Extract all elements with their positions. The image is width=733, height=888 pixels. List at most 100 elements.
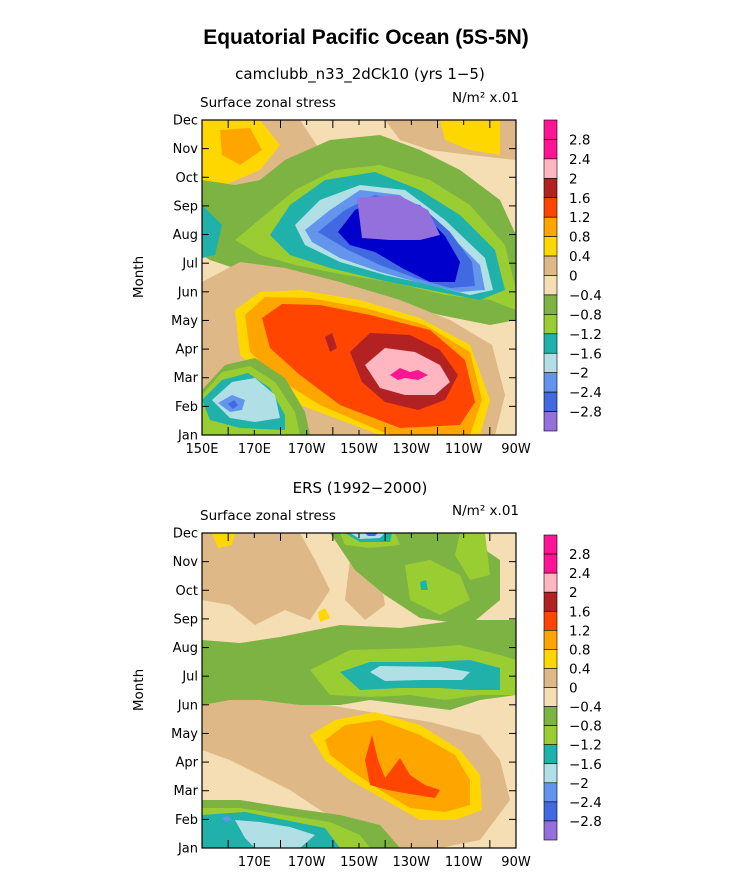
- colorbar-label: 0.4: [569, 661, 590, 677]
- contour-region: [370, 666, 470, 681]
- contour-region: [390, 368, 428, 380]
- colorbar-swatch: [543, 275, 558, 296]
- colorbar-swatch: [543, 610, 558, 631]
- y-tick-label: Apr: [176, 343, 199, 358]
- colorbar-label: −2: [569, 776, 589, 792]
- colorbar-swatch: [543, 668, 558, 688]
- colorbar-swatch: [543, 687, 558, 707]
- colorbar-swatch: [543, 391, 558, 412]
- contour-region: [202, 533, 330, 625]
- contour-region: [365, 533, 378, 536]
- colorbar-swatch: [543, 782, 558, 803]
- x-tick-label: 130W: [392, 855, 430, 870]
- panel-obs-right-label: N/m² x.01: [452, 503, 519, 519]
- colorbar-label: 1.2: [569, 210, 590, 226]
- colorbar-swatch: [543, 763, 558, 784]
- y-tick-label: Apr: [176, 756, 199, 771]
- colorbar-swatch: [543, 158, 558, 179]
- colorbar-label: 2.4: [569, 152, 590, 168]
- colorbar-label: 2.8: [569, 547, 590, 563]
- contour-region: [405, 560, 470, 615]
- x-tick-label: 170E: [238, 855, 271, 870]
- colorbar-swatch: [543, 197, 558, 218]
- contour-region: [455, 533, 490, 580]
- x-tick-label: 150W: [340, 442, 378, 457]
- panel-model-field: [202, 120, 516, 435]
- panel-model: camclubb_n33_2dCk10 (yrs 1−5) Surface zo…: [131, 65, 531, 457]
- contour-region: [440, 120, 500, 155]
- y-tick-label: Feb: [175, 813, 198, 828]
- y-tick-label: May: [171, 314, 198, 329]
- y-tick-label: Jun: [177, 285, 198, 300]
- panel-obs-left-label: Surface zonal stress: [200, 508, 336, 524]
- colorbar-swatch: [543, 255, 558, 276]
- colorbar-label: −0.4: [569, 288, 602, 304]
- colorbar-swatch: [543, 725, 558, 745]
- colorbar-swatch: [543, 591, 558, 612]
- contour-region: [357, 195, 440, 240]
- panel-model-axes: 150E 170E 170W 150W 130W 110W 90W Jan Feb Mar Apr M…: [171, 114, 531, 458]
- y-tick-label: Mar: [173, 371, 198, 386]
- x-tick-label: 90W: [501, 442, 531, 457]
- y-tick-label: Sep: [173, 199, 198, 214]
- colorbar-swatch: [543, 178, 558, 199]
- colorbar-label: 2: [569, 585, 578, 601]
- colorbar-swatch: [543, 649, 558, 669]
- y-tick-label: Oct: [176, 171, 198, 186]
- colorbar-swatch: [543, 801, 558, 822]
- y-tick-label: Sep: [173, 612, 198, 627]
- y-tick-label: Feb: [175, 400, 198, 415]
- y-tick-label: Jul: [181, 257, 198, 272]
- colorbar-swatch: [543, 706, 558, 726]
- x-tick-label: 150E: [185, 442, 218, 457]
- colorbar-label: −2.4: [569, 385, 602, 401]
- colorbar-label: 2.8: [569, 132, 590, 148]
- contour-region: [365, 735, 440, 798]
- colorbar-label: −2: [569, 366, 589, 382]
- panel-model-right-label: N/m² x.01: [452, 90, 519, 106]
- y-tick-label: Jan: [177, 842, 198, 857]
- x-tick-label: 90W: [501, 855, 531, 870]
- colorbar-label: −0.8: [569, 307, 602, 323]
- colorbar-label: 0: [569, 681, 578, 697]
- panel-obs-title: ERS (1992−2000): [293, 479, 428, 497]
- colorbar-swatch: [543, 119, 558, 140]
- x-tick-label: 170E: [238, 442, 271, 457]
- y-tick-label: Dec: [173, 527, 198, 542]
- contour-region: [202, 205, 222, 258]
- colorbar-swatch: [543, 372, 558, 393]
- contour-region: [325, 333, 337, 352]
- contour-region: [318, 608, 330, 622]
- y-tick-label: Nov: [173, 142, 199, 157]
- colorbar-label: −0.4: [569, 700, 602, 716]
- x-tick-label: 150W: [340, 855, 378, 870]
- figure-title: Equatorial Pacific Ocean (5S-5N): [203, 26, 529, 49]
- colorbar-label: −1.2: [569, 327, 602, 343]
- colorbar-swatch: [543, 553, 558, 574]
- colorbar-swatch: [543, 572, 558, 593]
- y-tick-label: Jan: [177, 429, 198, 444]
- colorbar-swatch: [543, 820, 558, 841]
- x-tick-label: 130W: [392, 442, 430, 457]
- panel-obs: ERS (1992−2000) Surface zonal stress N/m…: [131, 479, 531, 870]
- contour-region: [220, 128, 262, 165]
- y-tick-label: May: [171, 727, 198, 742]
- colorbar-label: 0.8: [569, 230, 590, 246]
- colorbar-label: −1.2: [569, 738, 602, 754]
- panel-obs-field: [202, 533, 516, 848]
- colorbar-label: −2.8: [569, 814, 602, 830]
- colorbar-obs: 2.8 2.4 2 1.6 1.2 0.8 0.4 0 −0.4 −0.8 −1.2 −1.6 −2 −2…: [543, 534, 602, 841]
- colorbar-swatch: [543, 333, 558, 354]
- colorbar-swatch: [543, 411, 558, 432]
- x-tick-label: 110W: [445, 442, 483, 457]
- y-tick-label: Aug: [173, 228, 198, 243]
- x-tick-label: 110W: [445, 855, 483, 870]
- x-tick-label: 170W: [288, 855, 326, 870]
- colorbar-label: −1.6: [569, 346, 602, 362]
- colorbar-label: 2: [569, 171, 578, 187]
- y-tick-label: Aug: [173, 641, 198, 656]
- colorbar-label: 1.2: [569, 623, 590, 639]
- colorbar-label: 2.4: [569, 566, 590, 582]
- contour-region: [228, 400, 238, 409]
